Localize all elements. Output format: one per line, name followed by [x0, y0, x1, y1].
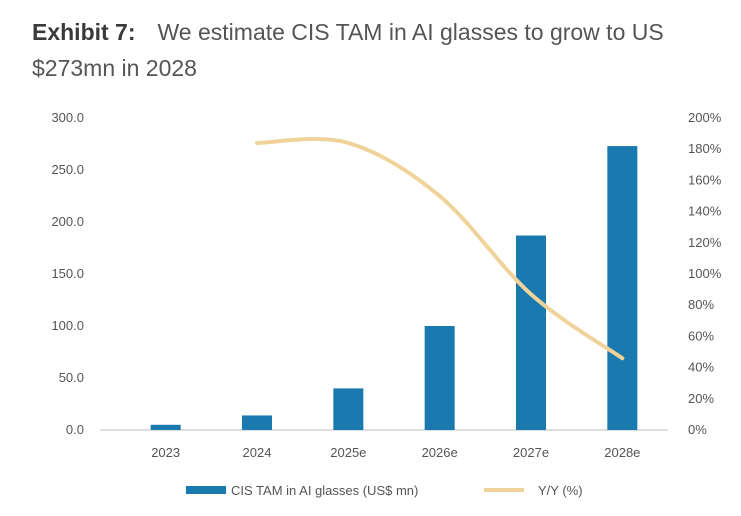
x-tick-label: 2026e: [422, 445, 458, 460]
left-tick-label: 200.0: [51, 214, 84, 229]
x-tick-label: 2025e: [330, 445, 366, 460]
left-tick-label: 150.0: [51, 266, 84, 281]
left-tick-label: 300.0: [51, 110, 84, 125]
right-tick-label: 0%: [688, 422, 707, 437]
left-tick-label: 0.0: [66, 422, 84, 437]
bar-2023: [150, 424, 181, 430]
bar-2026e: [424, 326, 455, 430]
bar-2028e: [607, 146, 638, 430]
x-tick-label: 2023: [151, 445, 180, 460]
right-tick-label: 20%: [688, 391, 714, 406]
x-tick-label: 2027e: [513, 445, 549, 460]
legend-bar-swatch: [186, 486, 226, 494]
chart-title: Exhibit 7: We estimate CIS TAM in AI glas…: [32, 14, 722, 86]
right-tick-label: 200%: [688, 110, 722, 125]
bar-2024: [242, 415, 272, 430]
right-tick-label: 60%: [688, 328, 714, 343]
right-tick-label: 140%: [688, 204, 722, 219]
legend-line-label: Y/Y (%): [538, 483, 583, 498]
exhibit-label: Exhibit 7:: [32, 19, 136, 45]
bar-2025e: [333, 388, 364, 430]
x-tick-label: 2024: [243, 445, 272, 460]
left-tick-label: 250.0: [51, 162, 84, 177]
right-tick-label: 40%: [688, 360, 714, 375]
right-axis: 0% 20% 40% 60% 80% 100% 120% 140% 160% 180% 200%: [688, 110, 722, 437]
left-tick-label: 100.0: [51, 318, 84, 333]
bar-2027e: [516, 235, 546, 430]
x-axis: 2023 2024 2025e 2026e 2027e 2028e: [151, 445, 640, 460]
x-tick-label: 2028e: [604, 445, 640, 460]
right-tick-label: 80%: [688, 297, 714, 312]
legend: CIS TAM in AI glasses (US$ mn) Y/Y (%): [186, 483, 583, 498]
left-axis: 0.0 50.0 100.0 150.0 200.0 250.0 300.0: [51, 110, 84, 437]
yoy-line-series: [255, 137, 625, 361]
right-tick-label: 180%: [688, 141, 722, 156]
bar-series: [150, 146, 638, 430]
title-text: We estimate CIS TAM in AI glasses to gro…: [32, 19, 664, 81]
right-tick-label: 100%: [688, 266, 722, 281]
legend-bar-label: CIS TAM in AI glasses (US$ mn): [231, 483, 418, 498]
right-tick-label: 160%: [688, 172, 722, 187]
right-tick-label: 120%: [688, 235, 722, 250]
left-tick-label: 50.0: [59, 370, 84, 385]
